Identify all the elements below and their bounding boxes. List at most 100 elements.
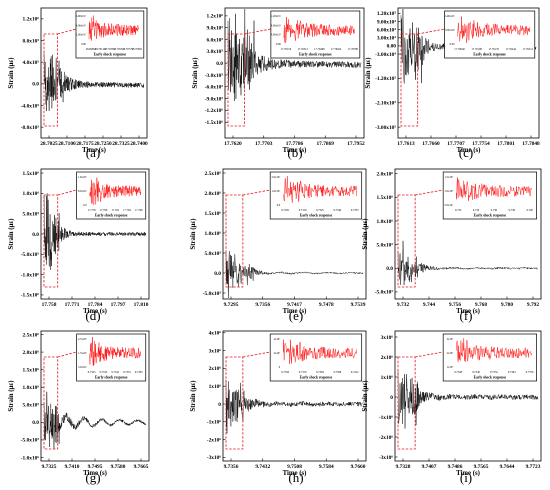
y-tick-label: 0.0 (32, 82, 39, 88)
x-tick-label: 17.758 (42, 302, 57, 308)
x-axis-title: Time (s) (82, 147, 106, 154)
x-tick-label: 17.7754 (472, 141, 490, 147)
inset-y-tick-label: 1.6x10⁶ (78, 176, 87, 179)
y-tick-label: 2.0x10⁶ (377, 172, 394, 178)
panel-f: 2.0x10⁶1.5x10⁶1.0x10⁶5.0x10⁵0.0-5.0x10⁵9… (362, 168, 542, 323)
inset-y-tick-label: 1.5x10⁶ (78, 352, 87, 355)
zoom-connector (244, 28, 271, 35)
x-tick-label: 17.7660 (422, 141, 440, 147)
x-tick-label: 9.780 (501, 302, 513, 308)
y-tick-label: 2.5x10⁶ (23, 332, 40, 338)
inset-x-tick-label: 9.7370 (299, 371, 307, 374)
y-tick-label: -2x10⁶ (379, 435, 394, 441)
inset-frame (76, 171, 147, 220)
highlight-box (400, 33, 419, 127)
y-tick-label: -1.0x10⁶ (21, 272, 40, 278)
y-axis-title: Strain (με) (8, 57, 15, 88)
inset-y-tick-label: 0.00 (450, 43, 455, 46)
y-tick-label: 2x10⁶ (209, 366, 222, 372)
x-tick-label: 28.7175 (76, 141, 94, 147)
inset-x-tick-label: 9.7356 (281, 371, 289, 374)
inset-y-tick-label: 2.00x10⁵ (76, 34, 86, 37)
highlight-box (397, 194, 416, 288)
inset-x-tick-label: 17.76624 (331, 48, 342, 51)
inset-x-tick-label: 9.7364 (508, 371, 516, 374)
inset-y-tick-label: 5.0x10⁵ (78, 366, 87, 369)
y-tick-label: 1.0x10⁶ (205, 231, 222, 237)
x-tick-label: 28.7100 (58, 141, 76, 147)
inset-x-tick-label: 17.76244 (505, 48, 516, 51)
x-axis-title: Time (s) (83, 470, 107, 477)
inset-series-line (457, 16, 530, 44)
y-tick-label: 0 (218, 402, 221, 408)
panel-b: 1.2x10⁶ 9.0x10⁵ 6.0x10⁵ 3.0x10⁵ 0.0 -3.0x10⁵ -… (192, 7, 365, 160)
y-tick-label: -3.00x10⁴ (375, 52, 396, 58)
inset-caption: Early shock response (94, 53, 127, 57)
y-axis-title: Strain (με) (190, 218, 197, 249)
y-axis-title: Strain (με) (365, 57, 372, 88)
y-tick-label: 6.0x10⁵ (207, 37, 224, 43)
panel-g: 2.5x10⁶ 2.0x10⁶ 1.5x10⁶ 1.0x10⁶ 5.0x10⁵ 0.0 -5… (8, 330, 150, 485)
inset-x-tick-label: 9.7412 (351, 371, 359, 374)
y-tick-label: -5.0x10⁵ (203, 291, 222, 297)
main-series-line (43, 193, 147, 270)
x-tick-label: 9.7295 (224, 302, 239, 308)
y-tick-label: 4.0x10⁵ (23, 60, 40, 66)
y-tick-label: 1.0x10⁶ (23, 385, 40, 391)
y-tick-label: 1.0x10⁶ (23, 191, 40, 197)
x-tick-label: 9.792 (527, 302, 539, 308)
panel-label: (d) (85, 308, 100, 323)
inset-y-tick-label: 0 (279, 366, 281, 369)
inset-x-tick-label: 9.7325 (88, 371, 96, 374)
y-tick-label: -5.0x10⁵ (21, 438, 40, 444)
inset-x-tick-label: 9.734 (473, 209, 480, 212)
highlight-box (397, 356, 416, 450)
x-tick-label: 9.7325 (42, 464, 57, 470)
y-tick-label: 6.00x10⁴ (377, 27, 397, 33)
x-tick-label: 28.7025 (40, 141, 58, 147)
x-axis-title: Time (s) (283, 470, 307, 477)
y-tick-label: 2.0x10⁶ (205, 191, 222, 197)
x-tick-label: 17.7952 (347, 141, 365, 147)
inset-y-tick-label: 5.0x10⁵ (445, 204, 454, 207)
x-tick-label: 9.7432 (255, 464, 270, 470)
y-tick-label: -5.0x10⁵ (375, 290, 394, 296)
inset-x-tick-label: 9.7340 (333, 209, 341, 212)
inset-y-tick-label: 2x10⁶ (274, 352, 281, 355)
inset-caption: Early shock response (300, 376, 333, 380)
y-tick-label: 0.0 (32, 420, 39, 426)
x-tick-label: 9.7478 (319, 302, 334, 308)
main-series-line (397, 370, 539, 429)
panel-e: 2.5x10⁶ 2.0x10⁶ 1.5x10⁶ 1.0x10⁶ 5.0x10⁵ 0.0 -5… (190, 168, 367, 323)
inset-series-line (282, 339, 357, 365)
inset-x-tick-label: 9.7384 (316, 371, 324, 374)
inset-x-tick-label: 9.7352 (490, 371, 498, 374)
inset-x-tick-label: 9.7398 (333, 371, 341, 374)
zoom-connector (242, 351, 271, 358)
y-tick-label: 5.0x10⁵ (23, 211, 40, 217)
x-tick-label: 17.784 (88, 302, 103, 308)
y-tick-label: -1.0x10⁶ (21, 455, 40, 461)
y-tick-label: 0.00 (387, 44, 397, 50)
y-tick-label: 1.5x10⁶ (205, 211, 222, 217)
inset-x-tick-label: 17.76780 (348, 48, 359, 51)
zoom-connector (417, 28, 445, 35)
panel-d: 1.5x10⁶ 1.0x10⁶ 5.0x10⁵ 0.0 -5.0x10⁵ -1.0x10⁶… (8, 168, 150, 323)
inset-y-tick-label: 4.00x10⁵ (271, 34, 281, 37)
x-tick-label: 17.7786 (286, 141, 304, 147)
y-tick-label: 4x10⁶ (209, 331, 222, 337)
x-tick-label: 9.7723 (526, 464, 541, 470)
inset-caption: Early shock response (473, 53, 506, 57)
y-tick-label: 2.0x10⁶ (23, 350, 40, 356)
y-tick-label: -6.0x10⁵ (205, 85, 224, 91)
inset-x-tick-label: 9.736 (491, 209, 498, 212)
inset-caption: Early shock response (95, 376, 128, 380)
panel-label: (a) (86, 145, 100, 160)
y-tick-label: -1.20x10⁵ (375, 76, 396, 82)
y-axis-title: Strain (με) (362, 218, 369, 249)
inset-y-tick-label: 2.5x10⁶ (78, 338, 87, 341)
y-tick-label: 0.0 (32, 232, 39, 238)
panel-a: 1.2x10⁶ 8.0x10⁵ 4.0x10⁵ 0.0 -4.0x10⁵ -8.0x10⁵… (8, 7, 148, 160)
main-series-line (225, 379, 364, 434)
inset-x-tick-label: 17.76312 (297, 48, 308, 51)
